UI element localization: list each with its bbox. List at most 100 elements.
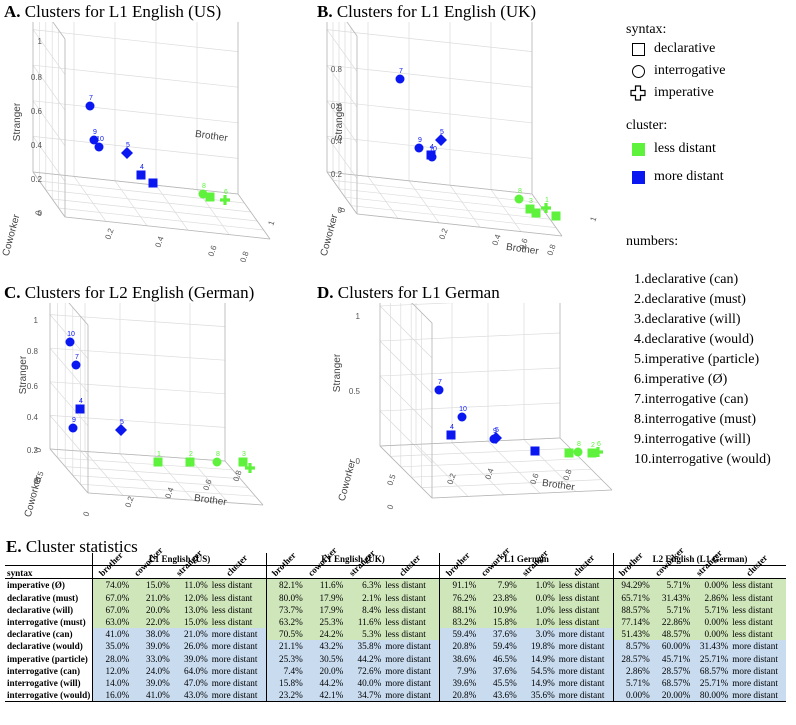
x-tick-label: 0.2 bbox=[123, 495, 135, 509]
point-mark bbox=[435, 134, 447, 146]
table-cell: 59.4% bbox=[439, 628, 479, 641]
grid-line bbox=[379, 410, 433, 464]
grid-line bbox=[58, 207, 264, 231]
point-mark bbox=[514, 194, 524, 204]
table-row: interrogative (would) 16.0% 41.0% 43.0% more… bbox=[5, 689, 787, 703]
grid-line bbox=[32, 100, 66, 147]
table-cell: 24.2% bbox=[304, 628, 346, 641]
numbers-list: 1.declarative (can) 2.declarative (must)… bbox=[634, 270, 771, 470]
point-label: 3 bbox=[242, 451, 246, 458]
number-item: 3.declarative (will) bbox=[634, 312, 741, 327]
table-cell: 21.0% bbox=[171, 628, 210, 641]
grid-line bbox=[49, 314, 89, 359]
table-cell: 63.0% bbox=[92, 615, 132, 629]
table-cell: 5.71% bbox=[651, 603, 693, 616]
z-tick-label: 0.6 bbox=[31, 107, 43, 116]
group-header: L2 English (L1 German) bbox=[613, 553, 787, 567]
point-mark bbox=[89, 135, 99, 145]
table-cell: 39.0% bbox=[131, 640, 172, 653]
grid-line bbox=[189, 458, 229, 503]
table-cell: less distant bbox=[209, 603, 267, 616]
point-mark bbox=[75, 404, 85, 414]
table-cell: 63.2% bbox=[266, 615, 305, 629]
table-cell: 7.4% bbox=[266, 664, 305, 677]
column-header: stranger bbox=[171, 548, 210, 580]
y-tick-label: 0 bbox=[337, 206, 347, 214]
x-tick-label: 0.4 bbox=[163, 486, 175, 500]
number-item: 6.imperative (Ø) bbox=[634, 372, 728, 387]
legend-numbers-title: numbers: bbox=[626, 234, 679, 249]
z-tick-label: 0.8 bbox=[331, 65, 343, 74]
point-label: 7 bbox=[89, 95, 93, 102]
point-label: 4 bbox=[79, 398, 83, 405]
grid-line bbox=[49, 415, 226, 428]
table-cell: 80.00% bbox=[692, 689, 731, 703]
column-header: cluster bbox=[383, 553, 441, 580]
x-tick-label: 0.6 bbox=[201, 478, 213, 492]
number-item: 9.interrogative (will) bbox=[634, 432, 751, 447]
table-cell: 5.71% bbox=[651, 578, 693, 592]
grid-line bbox=[49, 347, 89, 393]
point-label: 4 bbox=[430, 144, 434, 151]
row-label: declarative (can) bbox=[5, 628, 94, 641]
axis-edge bbox=[379, 437, 561, 447]
table-cell: 25.3% bbox=[304, 615, 346, 629]
grid-line bbox=[114, 180, 148, 227]
table-row: declarative (would) 35.0% 39.0% 26.0% more d… bbox=[5, 640, 787, 653]
group-header: L1 English (US) bbox=[92, 553, 267, 567]
less-distant-swatch bbox=[631, 142, 645, 156]
table-cell: 76.2% bbox=[439, 591, 479, 604]
row-label: interrogative (would) bbox=[5, 689, 94, 703]
axis-edge bbox=[326, 171, 533, 195]
grid-line bbox=[346, 22, 358, 37]
x-axis-label: Brother bbox=[194, 129, 229, 145]
table-row: interrogative (can) 12.0% 24.0% 64.0% more d… bbox=[5, 664, 787, 677]
grid-line bbox=[72, 475, 248, 488]
table-cell: 38.6% bbox=[439, 652, 479, 665]
table-cell: 67.0% bbox=[92, 591, 132, 604]
z-tick-label: 1 bbox=[34, 316, 39, 325]
point-label: 7 bbox=[399, 68, 403, 75]
table-cell: 43.6% bbox=[478, 689, 519, 703]
table-cell: 8.4% bbox=[345, 603, 384, 616]
table-cell: 14.9% bbox=[518, 676, 557, 690]
point-label: 5 bbox=[120, 419, 124, 426]
table-cell: 11.0% bbox=[171, 578, 210, 592]
table-cell: 43.0% bbox=[171, 689, 210, 703]
grid-line bbox=[379, 375, 433, 429]
grid-line bbox=[390, 448, 571, 457]
table-cell: 35.8% bbox=[345, 640, 384, 653]
x-tick-label: 0.8 bbox=[545, 243, 557, 257]
table-cell: 37.6% bbox=[478, 628, 519, 641]
x-tick-label: 0.6 bbox=[528, 472, 540, 486]
panel-a-title: A. Clusters for L1 English (US) bbox=[4, 2, 222, 21]
table-cell: more distant bbox=[383, 640, 441, 653]
z-axis-label: Stranger bbox=[18, 355, 29, 394]
z-axis-label: Stranger bbox=[12, 102, 23, 141]
point-label: 7 bbox=[438, 379, 442, 386]
point-label: 9 bbox=[72, 417, 76, 424]
table-subheader: syntax brother coworker stranger cluster bro… bbox=[5, 546, 787, 580]
row-label: imperative (Ø) bbox=[5, 578, 94, 592]
table-cell: 5.71% bbox=[692, 603, 731, 616]
grid-line bbox=[379, 332, 561, 342]
table-cell: 17.9% bbox=[304, 603, 346, 616]
table-cell: less distant bbox=[730, 628, 787, 641]
table-cell: less distant bbox=[383, 603, 441, 616]
column-header: stranger bbox=[692, 548, 731, 580]
table-cell: 25.3% bbox=[266, 652, 305, 665]
table-cell: 20.0% bbox=[304, 664, 346, 677]
grid-group bbox=[32, 22, 271, 240]
number-item: 7.interrogative (can) bbox=[634, 392, 749, 407]
column-header: coworker bbox=[131, 546, 172, 580]
table-cell: 44.2% bbox=[304, 676, 346, 690]
more-distant-swatch bbox=[631, 170, 645, 184]
axis-edge bbox=[68, 303, 89, 326]
table-cell: 19.8% bbox=[518, 640, 557, 653]
table-cell: 80.0% bbox=[266, 591, 305, 604]
grid-line bbox=[49, 314, 226, 327]
point-label: 9 bbox=[418, 137, 422, 144]
table-cell: 30.5% bbox=[304, 652, 346, 665]
table-cell: 45.71% bbox=[651, 652, 693, 665]
table-cell: 44.2% bbox=[345, 652, 384, 665]
